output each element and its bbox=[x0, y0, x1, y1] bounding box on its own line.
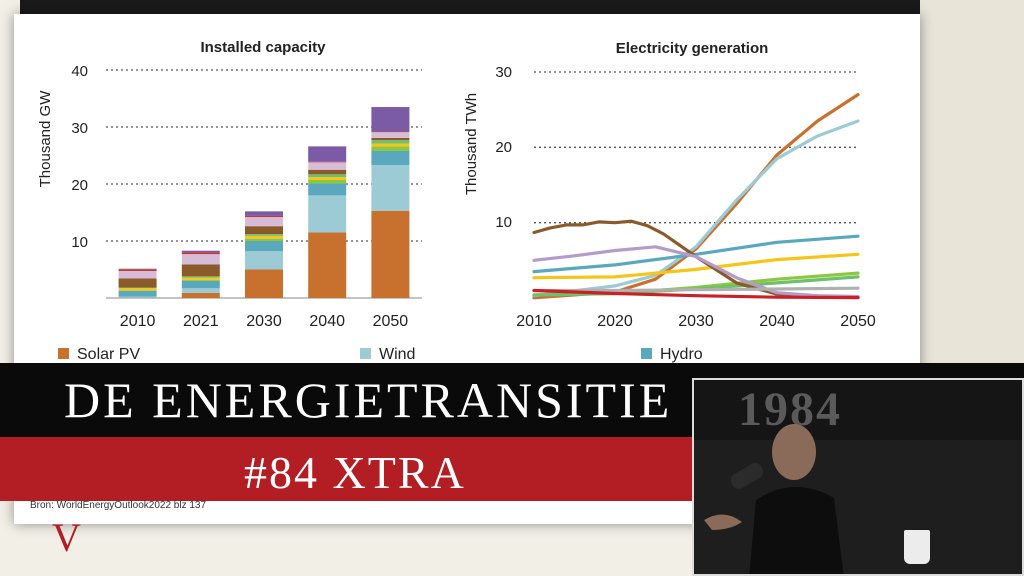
capacity-bar-segment bbox=[371, 132, 410, 138]
capacity-chart-title: Installed capacity bbox=[200, 39, 326, 56]
speaker-head bbox=[772, 424, 816, 480]
capacity-bar-segment bbox=[118, 290, 157, 291]
generation-x-tick: 2020 bbox=[597, 313, 633, 330]
channel-logo: V bbox=[52, 515, 81, 560]
capacity-bar-segment bbox=[118, 268, 157, 270]
generation-y-tick: 10 bbox=[495, 214, 512, 231]
legend-swatch-wind bbox=[360, 348, 371, 359]
capacity-bar-segment bbox=[308, 195, 347, 233]
capacity-y-tick: 10 bbox=[71, 234, 88, 251]
capacity-bar-segment bbox=[181, 288, 220, 293]
capacity-bar-segment bbox=[118, 290, 157, 297]
generation-y-tick: 30 bbox=[495, 64, 512, 81]
capacity-bar-segment bbox=[371, 107, 410, 132]
speaker-hand bbox=[704, 514, 742, 530]
capacity-bar-segment bbox=[245, 211, 283, 216]
capacity-bar-segment bbox=[245, 238, 283, 241]
episode-number: #84 XTRA bbox=[244, 447, 466, 498]
capacity-bar-segment bbox=[371, 165, 410, 211]
speaker-video-inset: 1984 bbox=[692, 378, 1024, 576]
source-note: Bron: WorldEnergyOutlook2022 blz 137 bbox=[30, 500, 207, 511]
generation-series-line bbox=[532, 252, 860, 280]
capacity-x-tick: 2010 bbox=[120, 313, 156, 330]
capacity-bar-segment bbox=[371, 150, 410, 166]
capacity-bar-segment bbox=[308, 174, 347, 178]
capacity-y-tick: 40 bbox=[71, 63, 88, 80]
capacity-x-tick: 2050 bbox=[373, 313, 409, 330]
capacity-bar-segment bbox=[308, 162, 347, 170]
capacity-bar-segment bbox=[181, 276, 220, 278]
capacity-bar-segment bbox=[181, 292, 220, 298]
paper-cup bbox=[904, 530, 930, 564]
generation-series-line bbox=[532, 286, 860, 293]
capacity-x-tick: 2030 bbox=[246, 313, 282, 330]
capacity-bar-segment bbox=[308, 169, 347, 175]
generation-series-line bbox=[532, 288, 860, 300]
generation-x-tick: 2030 bbox=[678, 313, 714, 330]
capacity-bar-segment bbox=[245, 251, 283, 270]
capacity-bar-segment bbox=[118, 270, 157, 279]
generation-series-line bbox=[532, 245, 860, 299]
capacity-y-axis-label: Thousand GW bbox=[37, 90, 54, 188]
generation-x-tick: 2050 bbox=[840, 313, 876, 330]
capacity-x-tick: 2040 bbox=[309, 313, 345, 330]
capacity-bar-segment bbox=[245, 235, 283, 239]
speaker-figure bbox=[694, 424, 1022, 574]
generation-x-tick: 2010 bbox=[516, 313, 552, 330]
capacity-bar-segment bbox=[245, 215, 283, 218]
speaker-torso bbox=[749, 487, 844, 574]
capacity-bar-segment bbox=[308, 180, 347, 184]
capacity-y-tick: 30 bbox=[71, 120, 88, 137]
capacity-bar-segment bbox=[371, 131, 410, 133]
legend-swatch-hydro bbox=[641, 348, 652, 359]
capacity-bar-segment bbox=[245, 226, 283, 235]
capacity-bar-segment bbox=[371, 143, 410, 147]
capacity-y-tick: 20 bbox=[71, 177, 88, 194]
generation-series-line bbox=[532, 219, 860, 299]
legend-label-wind: Wind bbox=[379, 346, 415, 363]
legend-label-solar: Solar PV bbox=[77, 346, 140, 363]
capacity-bar-segment bbox=[371, 140, 410, 144]
generation-y-tick: 20 bbox=[495, 139, 512, 156]
capacity-bar-segment bbox=[181, 250, 220, 253]
capacity-bar-segment bbox=[308, 177, 347, 181]
generation-x-tick: 2040 bbox=[759, 313, 795, 330]
capacity-bar-segment bbox=[181, 277, 220, 280]
capacity-bar-segment bbox=[308, 146, 347, 162]
capacity-bar-segment bbox=[118, 288, 157, 291]
microphone-icon bbox=[730, 463, 764, 489]
capacity-bar-segment bbox=[181, 252, 220, 255]
capacity-bar-segment bbox=[308, 183, 347, 196]
charts-canvas: Installed capacity Thousand GW 10 20 30 … bbox=[37, 39, 876, 363]
capacity-bar-segment bbox=[308, 161, 347, 163]
capacity-bar-segment bbox=[118, 287, 157, 289]
capacity-bar-segment bbox=[118, 269, 157, 271]
capacity-bar-segment bbox=[181, 280, 220, 289]
capacity-bar-segment bbox=[181, 279, 220, 281]
capacity-bar-segment bbox=[245, 269, 283, 298]
legend-swatch-solar bbox=[58, 348, 69, 359]
capacity-bar-segment bbox=[181, 254, 220, 265]
capacity-bar-segment bbox=[181, 264, 220, 277]
generation-y-axis-label: Thousand TWh bbox=[463, 93, 480, 195]
legend-label-hydro: Hydro bbox=[660, 346, 703, 363]
capacity-x-tick: 2021 bbox=[183, 313, 219, 330]
capacity-bar-segment bbox=[118, 278, 157, 288]
capacity-bar-segment bbox=[245, 217, 283, 227]
episode-title: DE ENERGIETRANSITIE bbox=[64, 372, 673, 428]
generation-chart-title: Electricity generation bbox=[616, 40, 769, 57]
capacity-bar-segment bbox=[245, 234, 283, 236]
generation-series-line bbox=[532, 234, 860, 274]
capacity-bar-segment bbox=[371, 137, 410, 141]
capacity-bar-segment bbox=[308, 232, 347, 298]
capacity-bar-segment bbox=[245, 241, 283, 252]
capacity-bar-segment bbox=[371, 210, 410, 298]
capacity-bar-segment bbox=[118, 296, 157, 298]
generation-series-line bbox=[532, 119, 860, 298]
capacity-bar-segment bbox=[371, 146, 410, 151]
